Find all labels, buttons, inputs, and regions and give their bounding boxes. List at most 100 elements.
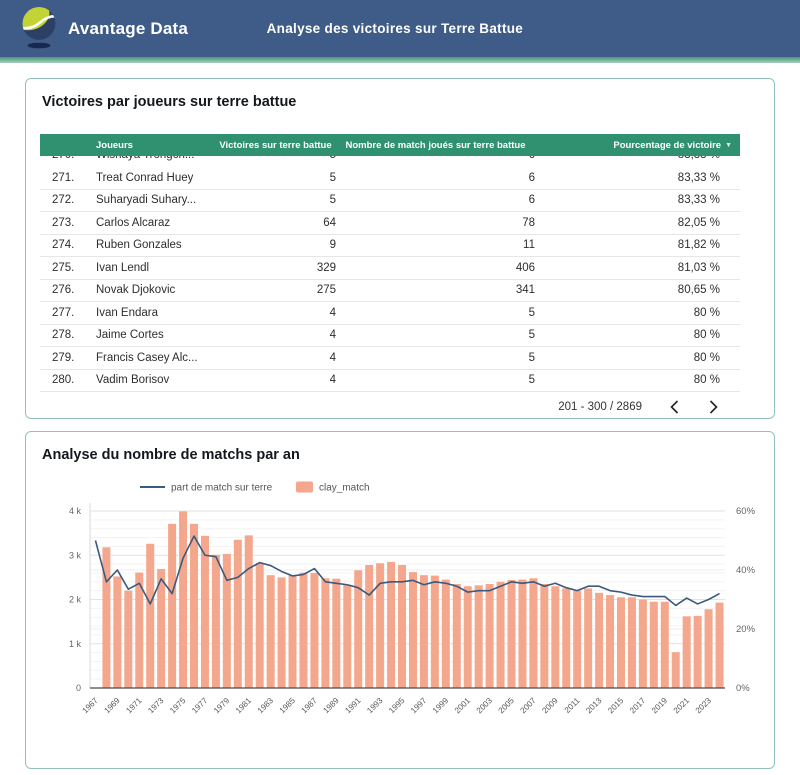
cell-player: Wishaya Trongch... bbox=[95, 156, 215, 161]
table-panel-title: Victoires par joueurs sur terre battue bbox=[42, 94, 297, 110]
x-axis-tick: 1995 bbox=[387, 696, 407, 716]
table-pagination: 201 - 300 / 2869 bbox=[40, 392, 740, 414]
brand-logo-tennis-ball-icon bbox=[20, 4, 58, 54]
right-axis-tick: 20% bbox=[736, 624, 756, 635]
cell-pct: 82,05 % bbox=[677, 216, 720, 229]
chevron-right-icon bbox=[709, 400, 718, 414]
right-axis-tick: 0% bbox=[736, 683, 750, 694]
cell-pct: 80,65 % bbox=[677, 284, 720, 297]
table-panel: Victoires par joueurs sur terre battue J… bbox=[25, 78, 775, 419]
column-header-player[interactable]: Joueurs bbox=[96, 139, 133, 151]
x-axis-tick: 2003 bbox=[475, 696, 495, 716]
cell-matches: 406 bbox=[515, 261, 535, 274]
x-axis-tick: 1993 bbox=[365, 696, 385, 716]
cell-wins: 4 bbox=[329, 374, 336, 387]
x-axis-tick: 2023 bbox=[694, 696, 714, 716]
cell-player: Jaime Cortes bbox=[96, 329, 164, 342]
x-axis-tick: 2011 bbox=[563, 696, 582, 715]
page-title: Analyse des victoires sur Terre Battue bbox=[266, 21, 524, 36]
cell-matches: 6 bbox=[336, 156, 535, 161]
cell-rank: 280. bbox=[52, 374, 75, 387]
cell-rank: 271. bbox=[52, 171, 75, 184]
left-axis-tick: 4 k bbox=[69, 506, 82, 516]
cell-pct: 83,33 % bbox=[535, 156, 740, 161]
svg-text:part de match sur terre: part de match sur terre bbox=[171, 483, 273, 494]
x-axis-tick: 1969 bbox=[103, 696, 123, 716]
cell-player: Suharyadi Suhary... bbox=[96, 194, 197, 207]
brand-name: Avantage Data bbox=[68, 18, 189, 38]
svg-text:clay_match: clay_match bbox=[319, 483, 370, 494]
cell-wins: 4 bbox=[329, 306, 336, 319]
cell-matches: 78 bbox=[522, 216, 535, 229]
legend: part de match sur terre clay_match bbox=[140, 481, 370, 494]
cell-pct: 81,03 % bbox=[677, 261, 720, 274]
cell-pct: 83,33 % bbox=[677, 171, 720, 184]
cell-pct: 80 % bbox=[693, 374, 720, 387]
header-accent-strip bbox=[0, 57, 800, 63]
x-axis-tick: 2007 bbox=[519, 696, 539, 716]
table-row: 280. Vadim Borisov 4 5 80 % bbox=[40, 370, 740, 392]
cell-pct: 81,82 % bbox=[677, 239, 720, 252]
cell-wins: 275 bbox=[316, 284, 336, 297]
x-axis-tick: 1983 bbox=[256, 696, 276, 716]
cell-player: Ruben Gonzales bbox=[96, 239, 182, 252]
table-header-row: Joueurs Victoires sur terre battue Nombr… bbox=[40, 134, 740, 156]
x-axis-tick: 2015 bbox=[606, 696, 626, 716]
table-row: 272. Suharyadi Suhary... 5 6 83,33 % bbox=[40, 190, 740, 212]
cell-wins: 5 bbox=[215, 156, 336, 161]
sort-desc-icon: ▼ bbox=[725, 141, 732, 149]
cell-wins: 5 bbox=[329, 194, 336, 207]
cell-matches: 5 bbox=[528, 374, 535, 387]
cell-matches: 5 bbox=[528, 351, 535, 364]
matches-per-year-chart: 0 1 k 2 k 3 k 4 k 0% 20% 40% 60% 1967 1969 1971 1973… bbox=[69, 481, 756, 716]
x-axis-tick: 2001 bbox=[453, 696, 473, 716]
x-axis-tick: 1973 bbox=[146, 696, 166, 716]
cell-matches: 6 bbox=[528, 194, 535, 207]
legend-item-bar[interactable]: clay_match bbox=[296, 481, 370, 494]
table-row: 273. Carlos Alcaraz 64 78 82,05 % bbox=[40, 212, 740, 235]
cell-player: Vadim Borisov bbox=[96, 374, 170, 387]
cell-rank: 279. bbox=[52, 351, 75, 364]
x-axis-tick: 1985 bbox=[278, 696, 298, 716]
cell-wins: 329 bbox=[316, 261, 336, 274]
left-axis-tick: 1 k bbox=[69, 639, 82, 649]
x-axis-tick: 2021 bbox=[672, 696, 692, 716]
pagination-prev-button[interactable] bbox=[670, 400, 679, 414]
column-header-wins[interactable]: Victoires sur terre battue bbox=[219, 139, 332, 151]
cell-pct: 80 % bbox=[693, 306, 720, 319]
cell-player: Ivan Endara bbox=[96, 306, 159, 319]
legend-item-line[interactable]: part de match sur terre bbox=[140, 483, 273, 494]
cell-matches: 5 bbox=[528, 306, 535, 319]
pagination-next-button[interactable] bbox=[709, 400, 718, 414]
cell-matches: 6 bbox=[528, 171, 535, 184]
cell-rank: 270. bbox=[40, 156, 95, 161]
chart-panel: Analyse du nombre de matchs par an 0 1 k 2… bbox=[25, 431, 775, 769]
table-row: 271. Treat Conrad Huey 5 6 83,33 % bbox=[40, 167, 740, 190]
x-axis-tick: 1975 bbox=[168, 696, 188, 716]
left-axis-tick: 2 k bbox=[69, 595, 82, 605]
cell-rank: 273. bbox=[52, 216, 75, 229]
cell-rank: 275. bbox=[52, 261, 75, 274]
cell-wins: 4 bbox=[329, 329, 336, 342]
cell-rank: 276. bbox=[52, 284, 75, 297]
cell-wins: 5 bbox=[329, 171, 336, 184]
cell-player: Carlos Alcaraz bbox=[96, 216, 171, 229]
x-axis-tick: 1987 bbox=[300, 696, 320, 716]
cell-wins: 9 bbox=[329, 239, 336, 252]
left-axis-tick: 0 bbox=[76, 683, 81, 693]
x-axis-tick: 1971 bbox=[124, 696, 144, 716]
table-row: 278. Jaime Cortes 4 5 80 % bbox=[40, 325, 740, 347]
chart-panel-title: Analyse du nombre de matchs par an bbox=[42, 447, 300, 463]
table-body: 271. Treat Conrad Huey 5 6 83,33 % 272. S… bbox=[40, 167, 740, 392]
cell-pct: 83,33 % bbox=[677, 194, 720, 207]
column-header-matches[interactable]: Nombre de match joués sur terre battue bbox=[345, 139, 526, 151]
cell-wins: 64 bbox=[323, 216, 336, 229]
x-axis-tick: 1999 bbox=[431, 696, 451, 716]
column-header-pct[interactable]: Pourcentage de victoire ▼ bbox=[613, 139, 732, 151]
pagination-range: 201 - 300 / 2869 bbox=[558, 401, 642, 413]
line-series-clay-share bbox=[94, 535, 720, 607]
right-axis-tick: 60% bbox=[736, 506, 756, 517]
cell-rank: 274. bbox=[52, 239, 75, 252]
x-axis-tick: 1981 bbox=[234, 696, 254, 716]
bar-series-clay-match bbox=[102, 511, 724, 689]
